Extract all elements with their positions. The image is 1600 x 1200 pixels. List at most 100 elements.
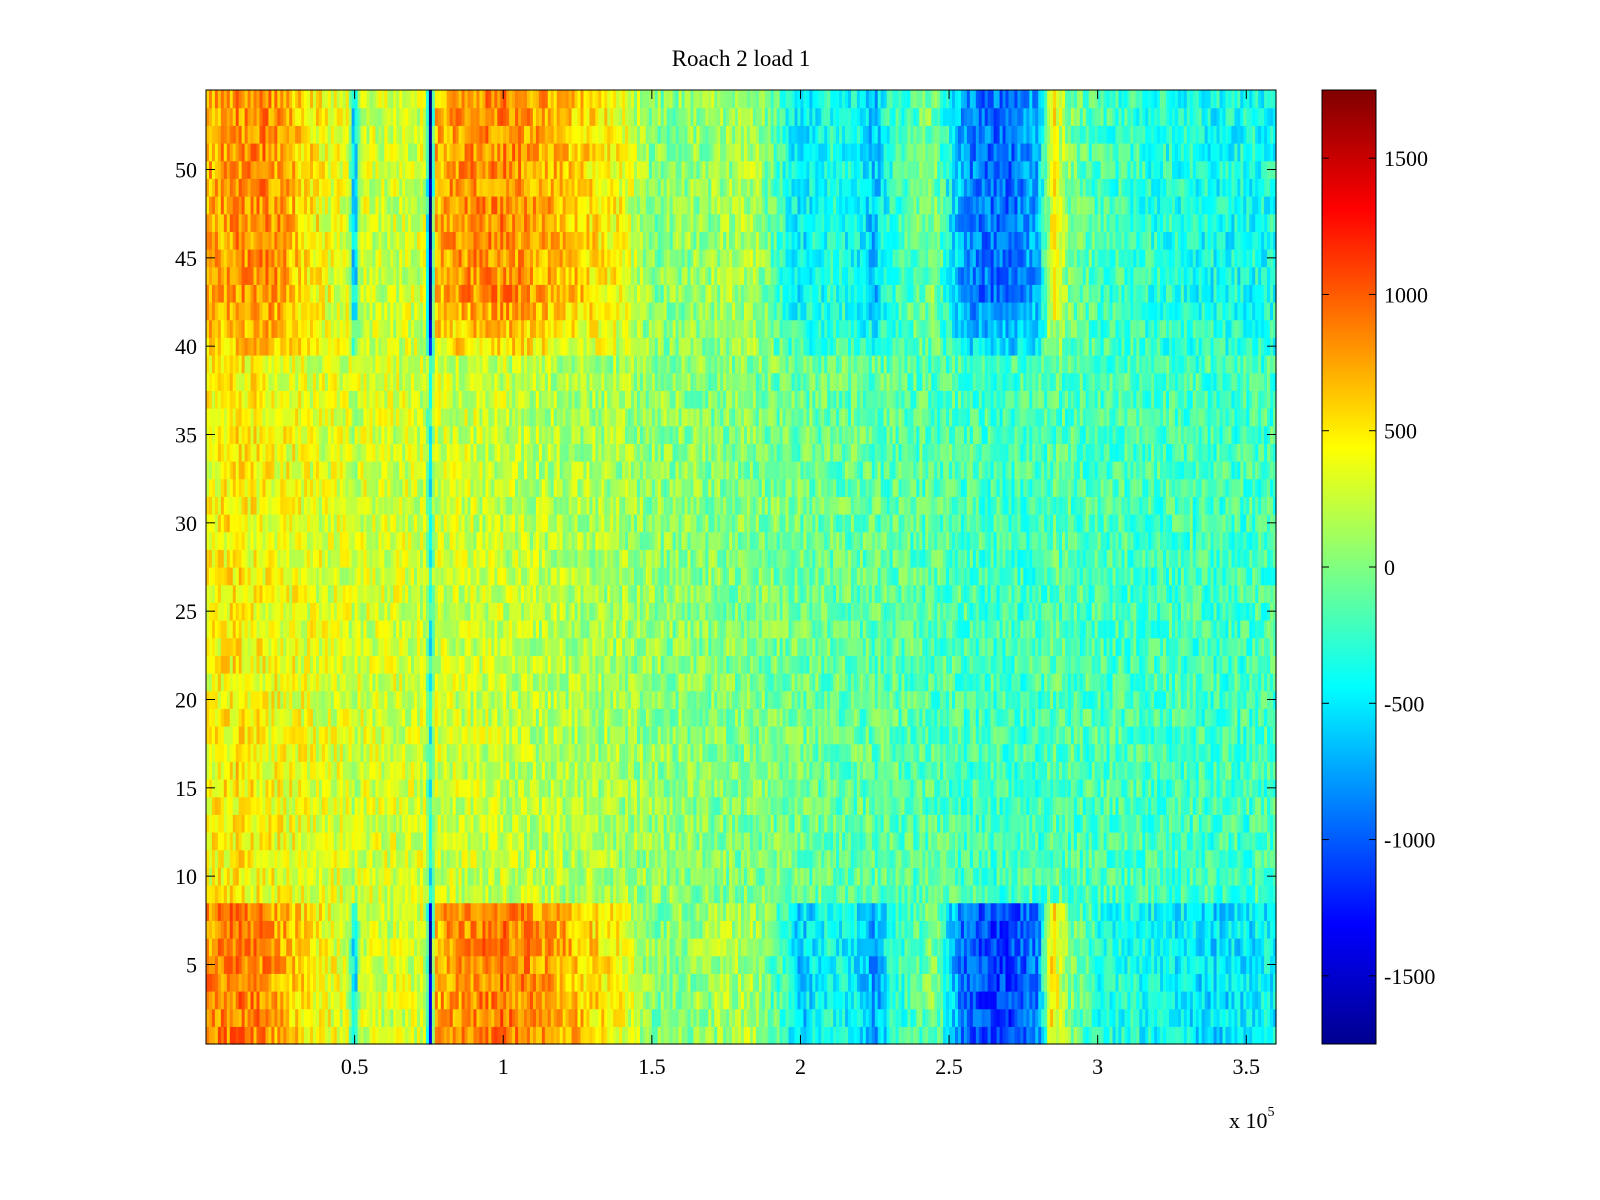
heatmap-cell [206,637,210,656]
heatmap-cell [417,743,421,762]
heatmap-cell [256,107,261,126]
heatmap-cell [238,355,243,374]
heatmap-cell [369,637,374,656]
heatmap-cell [354,567,359,586]
heatmap-cell [339,620,344,639]
heatmap-cell [431,920,436,939]
heatmap-cell [390,178,394,197]
heatmap-cell [304,478,308,497]
heatmap-cell [440,779,445,798]
heatmap-cell [289,337,293,356]
heatmap-cell [396,796,400,815]
heatmap-cell [301,920,305,939]
heatmap-cell [405,1008,409,1027]
heatmap-cell [351,284,356,303]
heatmap-cell [396,443,400,462]
heatmap-cell [375,902,379,921]
heatmap-cell [363,655,368,674]
heatmap-cell [262,478,267,497]
heatmap-cell [417,991,421,1010]
heatmap-cell [422,602,427,621]
heatmap-cell [360,355,365,374]
heatmap-cell [387,284,391,303]
heatmap-cell [428,496,433,515]
heatmap-cell [446,372,451,391]
heatmap-cell [271,143,275,162]
heatmap-cell [274,125,278,144]
heatmap-cell [357,302,362,321]
heatmap-cell [313,408,317,427]
heatmap-cell [206,178,210,197]
heatmap-cell [339,708,344,727]
heatmap-cell [381,902,385,921]
heatmap-cell [289,160,293,179]
heatmap-cell [414,796,418,815]
heatmap-cell [428,779,433,798]
heatmap-cell [253,620,258,639]
heatmap-cell [226,390,231,409]
heatmap-cell [315,637,320,656]
heatmap-cell [387,408,391,427]
heatmap-cell [425,832,430,851]
heatmap-cell [342,231,347,250]
heatmap-cell [375,302,379,321]
heatmap-cell [324,408,329,427]
heatmap-cell [283,496,287,515]
heatmap-cell [431,443,436,462]
heatmap-cell [253,743,258,762]
heatmap-cell [238,178,243,197]
heatmap-cell [402,902,406,921]
heatmap-cell [405,107,409,126]
heatmap-cell [348,408,353,427]
heatmap-cell [402,143,406,162]
heatmap-cell [402,726,406,745]
heatmap-cell [277,673,281,692]
heatmap-cell [206,902,210,921]
heatmap-cell [235,266,240,285]
heatmap-cell [286,160,290,179]
heatmap-cell [425,726,430,745]
heatmap-cell [354,514,359,533]
heatmap-cell [431,991,436,1010]
heatmap-cell [351,408,356,427]
heatmap-cell [366,726,371,745]
heatmap-cell [232,531,237,550]
heatmap-cell [378,107,382,126]
heatmap-cell [235,938,240,957]
heatmap-cell [229,602,234,621]
heatmap-cell [310,337,314,356]
heatmap-cell [241,814,246,833]
heatmap-cell [431,779,436,798]
heatmap-cell [387,1008,391,1027]
heatmap-cell [289,938,293,957]
heatmap-cell [253,867,258,886]
heatmap-cell [318,814,323,833]
heatmap-cell [265,196,270,215]
heatmap-cell [211,178,216,197]
heatmap-cell [241,549,246,568]
heatmap-cell [354,302,359,321]
heatmap-cell [402,408,406,427]
heatmap-cell [363,620,368,639]
heatmap-cell [292,372,296,391]
heatmap-cell [259,372,264,391]
heatmap-cell [253,531,258,550]
heatmap-cell [375,832,379,851]
heatmap-cell [250,885,255,904]
heatmap-cell [295,514,299,533]
heatmap-cell [265,319,270,338]
heatmap-cell [265,902,270,921]
heatmap-cell [446,178,451,197]
heatmap-cell [295,920,299,939]
heatmap-cell [357,249,362,268]
heatmap-cell [342,372,347,391]
heatmap-cell [402,531,406,550]
heatmap-cell [313,779,317,798]
heatmap-cell [241,461,246,480]
heatmap-cell [405,690,409,709]
heatmap-cell [271,849,275,868]
heatmap-cell [208,443,213,462]
heatmap-cell [366,337,371,356]
heatmap-cell [443,814,448,833]
heatmap-cell [342,761,347,780]
